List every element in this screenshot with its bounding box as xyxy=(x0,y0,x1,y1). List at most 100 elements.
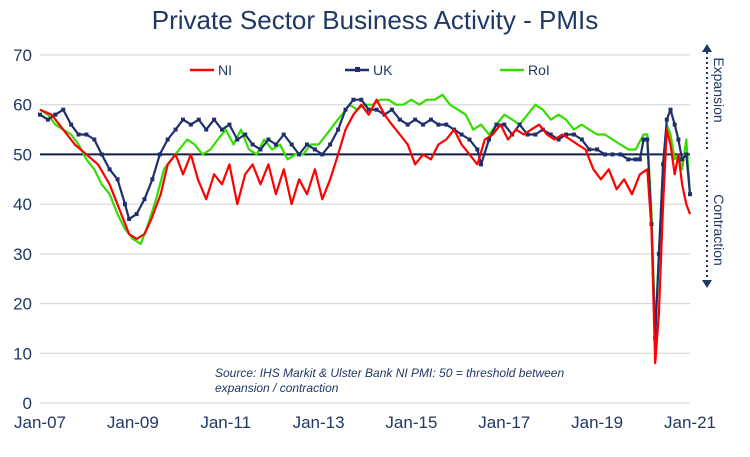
uk-point xyxy=(69,122,74,127)
uk-point xyxy=(243,132,248,137)
uk-point xyxy=(413,117,418,122)
uk-point xyxy=(564,132,569,137)
uk-point xyxy=(680,157,685,162)
source-note-line-2: expansion / contraction xyxy=(215,381,339,395)
uk-point xyxy=(571,132,576,137)
source-note-line-1: Source: IHS Markit & Ulster Bank NI PMI:… xyxy=(215,366,564,380)
y-tick-label: 30 xyxy=(13,245,32,264)
uk-point xyxy=(633,157,638,162)
x-tick-label: Jan-13 xyxy=(293,413,345,432)
series-lines xyxy=(38,93,692,365)
uk-point xyxy=(494,122,499,127)
legend-marker-uk xyxy=(355,67,360,72)
uk-point xyxy=(273,142,278,147)
uk-point xyxy=(444,122,449,127)
legend-label-roi: RoI xyxy=(528,62,550,78)
uk-point xyxy=(204,127,209,132)
uk-point xyxy=(688,192,692,197)
y-tick-label: 0 xyxy=(23,394,32,413)
uk-point xyxy=(266,137,271,142)
uk-point xyxy=(641,137,646,142)
expansion-contraction-indicator: Expansion Contraction xyxy=(702,44,727,288)
uk-point xyxy=(676,137,681,142)
uk-point xyxy=(250,142,255,147)
uk-point xyxy=(84,132,89,137)
uk-point xyxy=(99,152,104,157)
legend-label-ni: NI xyxy=(218,62,232,78)
y-tick-label: 40 xyxy=(13,195,32,214)
uk-point xyxy=(304,142,309,147)
x-axis-ticks: Jan-07 Jan-09 Jan-11 Jan-13 Jan-15 Jan-17 Jan-… xyxy=(14,413,716,432)
uk-point xyxy=(312,147,317,152)
expansion-arrowhead xyxy=(702,44,712,52)
series-line-ni xyxy=(39,98,692,365)
uk-point xyxy=(664,117,669,122)
uk-point xyxy=(173,127,178,132)
uk-point xyxy=(289,142,294,147)
uk-point xyxy=(366,107,371,112)
uk-point xyxy=(220,127,224,132)
uk-point xyxy=(45,117,50,122)
gridlines xyxy=(40,54,690,404)
contraction-label: Contraction xyxy=(711,194,727,266)
uk-point xyxy=(397,117,402,122)
y-tick-label: 50 xyxy=(13,145,32,164)
uk-point xyxy=(684,152,689,157)
uk-point xyxy=(618,152,623,157)
uk-point xyxy=(421,122,426,127)
x-tick-label: Jan-11 xyxy=(200,413,251,432)
uk-point xyxy=(467,137,472,142)
uk-point xyxy=(38,112,42,117)
uk-point xyxy=(92,137,97,142)
uk-point xyxy=(142,197,147,202)
y-tick-label: 10 xyxy=(13,344,32,363)
uk-point xyxy=(556,137,561,142)
uk-point xyxy=(343,107,348,112)
uk-point xyxy=(668,107,673,112)
uk-point xyxy=(428,117,433,122)
uk-point xyxy=(610,152,615,157)
x-tick-label: Jan-17 xyxy=(478,413,530,432)
uk-point xyxy=(281,132,286,137)
legend: NI UK RoI xyxy=(190,62,550,78)
uk-point xyxy=(212,117,217,122)
uk-point xyxy=(359,97,364,102)
chart-title: Private Sector Business Activity - PMIs xyxy=(152,5,598,35)
uk-point xyxy=(258,147,263,152)
uk-point xyxy=(587,147,592,152)
series-line-roi xyxy=(39,93,692,335)
uk-point xyxy=(637,157,642,162)
x-tick-label: Jan-07 xyxy=(14,413,66,432)
uk-point xyxy=(502,122,507,127)
uk-point xyxy=(517,122,522,127)
series-line-uk xyxy=(39,98,692,340)
uk-point xyxy=(479,162,484,167)
y-tick-label: 60 xyxy=(13,96,32,115)
uk-point xyxy=(595,147,600,152)
uk-point xyxy=(165,137,170,142)
uk-point xyxy=(533,132,538,137)
x-tick-label: Jan-15 xyxy=(385,413,437,432)
uk-point xyxy=(672,122,677,127)
uk-point xyxy=(297,152,302,157)
uk-point xyxy=(656,251,661,256)
uk-point xyxy=(579,137,584,142)
uk-point xyxy=(459,132,464,137)
x-tick-label: Jan-09 xyxy=(107,413,159,432)
contraction-arrowhead xyxy=(702,280,712,288)
source-note: Source: IHS Markit & Ulster Bank NI PMI:… xyxy=(215,366,564,395)
uk-point xyxy=(351,97,356,102)
uk-point xyxy=(61,107,66,112)
expansion-label: Expansion xyxy=(711,57,727,122)
uk-point xyxy=(548,132,553,137)
uk-point xyxy=(603,152,608,157)
y-axis-ticks: 0 10 20 30 40 50 60 70 xyxy=(13,46,32,413)
uk-point xyxy=(645,137,650,142)
uk-point xyxy=(157,152,162,157)
uk-point xyxy=(336,127,341,132)
uk-point xyxy=(76,132,81,137)
y-tick-label: 70 xyxy=(13,46,32,65)
uk-point xyxy=(115,177,120,182)
